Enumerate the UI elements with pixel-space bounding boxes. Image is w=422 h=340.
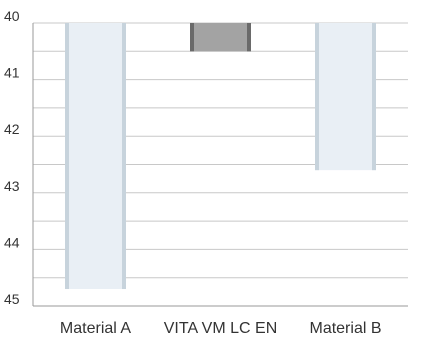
y-tick-labels: 40 41 42 43 44 45 [4, 8, 20, 307]
bar-fill [315, 23, 376, 171]
x-category-label: Material B [309, 320, 381, 337]
y-tick-label: 40 [4, 8, 20, 24]
y-tick-label: 44 [4, 234, 20, 250]
axis [32, 23, 408, 307]
bars [65, 23, 376, 290]
bar-material-a [65, 23, 126, 290]
bar-fill [190, 23, 251, 52]
x-category-label: Material A [60, 320, 131, 337]
y-tick-label: 45 [4, 291, 20, 307]
x-category-labels: Material A VITA VM LC EN Material B [60, 320, 382, 337]
bar-fill [65, 23, 126, 290]
bar-edge-right [122, 23, 126, 290]
bar-edge-left [315, 23, 319, 171]
bar-edge-left [65, 23, 69, 290]
bar-edge-left [190, 23, 194, 52]
bar-material-b [315, 23, 376, 171]
bar-vita-vm-lc-en [190, 23, 251, 52]
y-tick-label: 43 [4, 178, 20, 194]
x-category-label: VITA VM LC EN [164, 320, 278, 337]
bar-edge-right [372, 23, 376, 171]
y-tick-label: 41 [4, 65, 20, 81]
y-tick-label: 42 [4, 121, 20, 137]
bar-edge-right [247, 23, 251, 52]
